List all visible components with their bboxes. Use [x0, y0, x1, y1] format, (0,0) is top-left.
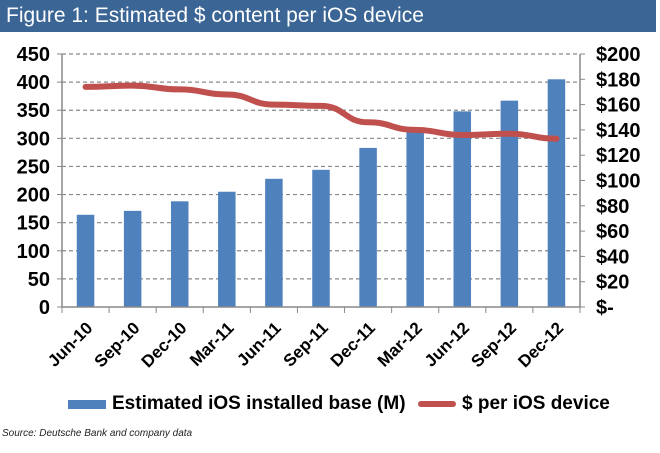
bar-installed-base — [359, 147, 377, 307]
chart: 0 50 100 150 200 250 300 350 400 450 $- $20 $40 $60 $8… — [17, 44, 641, 371]
left-tick-label: 350 — [17, 100, 50, 122]
legend-bar-swatch — [68, 399, 106, 409]
legend-item-installed-base: Estimated iOS installed base (M) — [68, 393, 406, 415]
x-tick-label: Jun-10 — [44, 318, 96, 370]
right-tick-label: $180 — [596, 69, 641, 91]
legend: Estimated iOS installed base (M) $ per i… — [0, 393, 660, 419]
left-tick-label: 300 — [17, 128, 50, 150]
x-tick-label: Sep-12 — [467, 318, 520, 371]
right-tick-label: $140 — [596, 120, 641, 142]
right-tick-label: $160 — [596, 95, 641, 117]
right-tick-label: $- — [596, 297, 614, 319]
source-note: Source: Deutsche Bank and company data — [2, 428, 193, 439]
x-tick-label: Jun-11 — [233, 318, 285, 370]
x-tick-label: Mar-11 — [186, 318, 238, 370]
right-tick-label: $80 — [596, 196, 629, 218]
right-tick-label: $200 — [596, 44, 641, 66]
left-tick-label: 50 — [28, 269, 50, 291]
legend-label-dollar-per-device: $ per iOS device — [462, 393, 610, 414]
x-tick-label: Jun-12 — [421, 318, 473, 370]
left-tick-label: 200 — [17, 185, 50, 207]
x-tick-label: Sep-10 — [91, 318, 144, 371]
line-dollar-per-device — [82, 82, 560, 142]
x-tick-label: Dec-10 — [138, 318, 191, 371]
legend-line-swatch — [418, 401, 456, 407]
right-tick-label: $100 — [596, 171, 641, 193]
bar-installed-base — [218, 191, 236, 307]
bar-installed-base — [170, 201, 189, 307]
left-tick-label: 150 — [17, 213, 50, 235]
x-tick-label: Mar-12 — [374, 318, 426, 370]
right-tick-label: $40 — [596, 246, 629, 268]
right-tick-label: $60 — [596, 221, 629, 243]
x-tick-label: Sep-11 — [280, 318, 332, 370]
x-tick-label: Dec-12 — [514, 318, 567, 371]
figure-title: Figure 1: Estimated $ content per iOS de… — [0, 0, 656, 32]
bar-installed-base — [453, 111, 472, 307]
bar-installed-base — [312, 169, 330, 307]
right-tick-label: $20 — [596, 272, 629, 294]
right-tick-label: $120 — [596, 145, 641, 167]
legend-item-dollar-per-device: $ per iOS device — [418, 393, 610, 415]
left-tick-label: 100 — [17, 241, 50, 263]
bar-installed-base — [500, 100, 519, 307]
bar-installed-base — [265, 178, 283, 307]
bar-installed-base — [123, 210, 142, 307]
legend-label-installed-base: Estimated iOS installed base (M) — [112, 393, 406, 414]
x-tick-label: Dec-11 — [327, 318, 379, 370]
bar-installed-base — [547, 79, 566, 307]
bar-installed-base — [406, 129, 424, 307]
left-tick-label: 450 — [17, 44, 50, 66]
left-tick-label: 400 — [17, 72, 50, 94]
left-tick-label: 250 — [17, 156, 50, 178]
bar-installed-base — [76, 214, 95, 307]
left-tick-label: 0 — [39, 297, 50, 319]
